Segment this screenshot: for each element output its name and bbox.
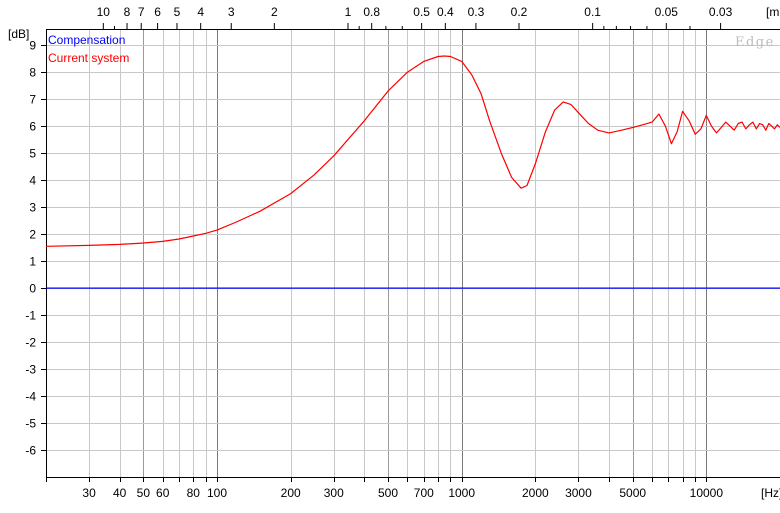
x-tick-label: 30 [82, 486, 96, 500]
top-tick-label: 0.1 [584, 5, 601, 19]
y-tick-label: -4 [25, 390, 36, 404]
x-tick-label: 60 [156, 486, 170, 500]
top-tick-label: 0.5 [413, 5, 430, 19]
x-axis: 30 40 50 60 80 100 200 300 500 700 1000 2000 3000 500… [46, 477, 724, 500]
chart-labels: [dB] [Hz] [m Edge [8, 5, 780, 500]
top-tick-label: 0.05 [655, 5, 679, 19]
y-tick-label: -5 [25, 417, 36, 431]
top-tick-label: 7 [138, 5, 145, 19]
top-axis-unit: [m [766, 5, 779, 19]
legend-current-system: Current system [48, 51, 129, 65]
x-tick-label: 2000 [522, 486, 549, 500]
y-tick-label: -1 [25, 309, 36, 323]
x-tick-label: 10000 [690, 486, 724, 500]
top-tick-label: 3 [228, 5, 235, 19]
y-tick-label: 0 [29, 282, 36, 296]
y-tick-label: 5 [29, 147, 36, 161]
y-tick-label: 7 [29, 93, 36, 107]
y-tick-label: 2 [29, 228, 36, 242]
x-tick-label: 40 [113, 486, 127, 500]
y-tick-label: -3 [25, 363, 36, 377]
top-tick-label: 0.03 [709, 5, 733, 19]
x-tick-label: 200 [281, 486, 301, 500]
top-tick-label: 6 [154, 5, 161, 19]
x-tick-label: 700 [414, 486, 434, 500]
top-tick-label: 0.2 [511, 5, 528, 19]
x-axis-unit: [Hz] [761, 486, 780, 500]
y-tick-label: 9 [29, 39, 36, 53]
x-tick-label: 3000 [565, 486, 592, 500]
y-tick-label: -6 [25, 444, 36, 458]
series-layer [45, 55, 780, 289]
top-tick-label: 0.4 [437, 5, 454, 19]
top-tick-label: 4 [197, 5, 204, 19]
y-axis-unit: [dB] [8, 27, 29, 41]
y-tick-label: 4 [29, 174, 36, 188]
top-tick-label: 0.3 [468, 5, 485, 19]
legend: Compensation Current system [48, 33, 129, 65]
y-tick-label: 6 [29, 120, 36, 134]
top-tick-label: 0.8 [363, 5, 380, 19]
edge-logo: Edge [735, 35, 775, 50]
top-tick-label: 10 [97, 5, 111, 19]
x-tick-label: 50 [137, 486, 151, 500]
legend-compensation: Compensation [48, 33, 125, 47]
y-tick-label: 3 [29, 201, 36, 215]
y-axis: 9 8 7 6 5 4 3 2 1 0 -1 -2 -3 -4 -5 -6 [25, 39, 46, 458]
y-tick-label: -2 [25, 336, 36, 350]
y-tick-label: 1 [29, 255, 36, 269]
x-tick-label: 1000 [448, 486, 475, 500]
x-tick-label: 500 [378, 486, 398, 500]
grid-lines [46, 29, 780, 478]
x-tick-label: 300 [324, 486, 344, 500]
top-tick-label: 8 [124, 5, 131, 19]
top-tick-label: 1 [345, 5, 352, 19]
top-axis: 10 8 7 6 5 4 3 2 1 0.8 0.5 0.4 0.3 0.2 0.1 0.05 0.03 [97, 5, 733, 29]
x-tick-label: 80 [187, 486, 201, 500]
top-tick-label: 5 [174, 5, 181, 19]
x-tick-label: 5000 [619, 486, 646, 500]
top-tick-label: 2 [271, 5, 278, 19]
y-tick-label: 8 [29, 66, 36, 80]
current-system-line [45, 55, 780, 247]
x-tick-label: 100 [207, 486, 227, 500]
